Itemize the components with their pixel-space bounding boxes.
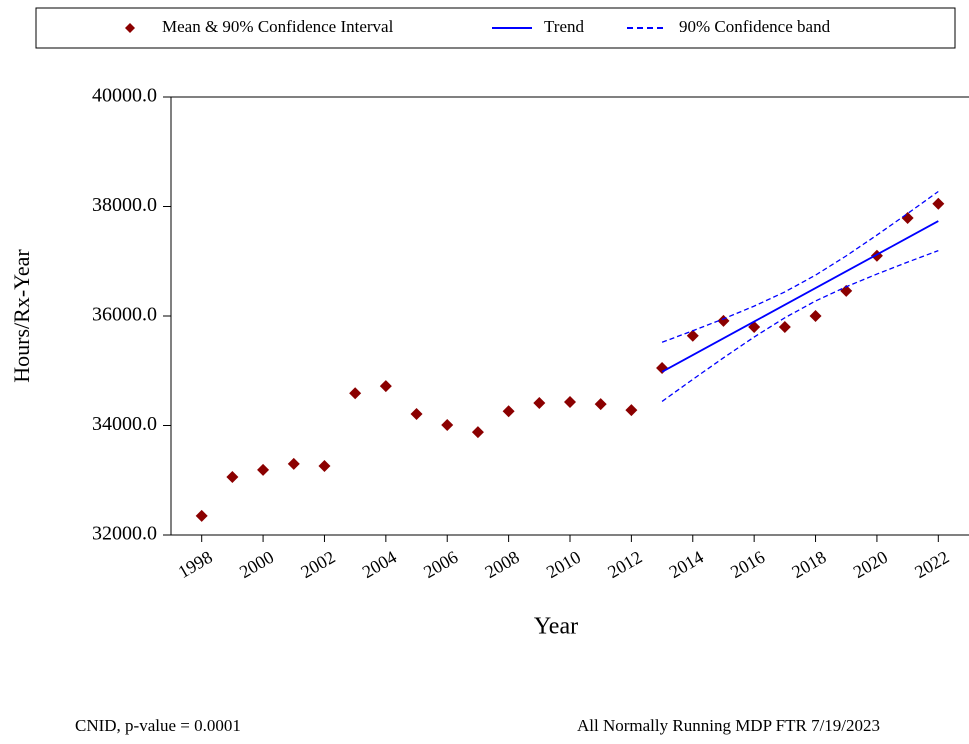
legend-marker <box>125 23 135 33</box>
data-point <box>748 320 761 333</box>
x-tick-label: 2002 <box>297 547 338 582</box>
legend-label: 90% Confidence band <box>679 17 831 36</box>
x-tick-label: 2016 <box>727 547 768 582</box>
data-point <box>441 418 454 431</box>
x-tick-label: 2006 <box>420 547 461 582</box>
data-point <box>287 457 300 470</box>
y-tick-label: 38000.0 <box>92 194 157 216</box>
data-point <box>809 310 822 322</box>
x-tick-label: 2014 <box>666 547 707 582</box>
data-point <box>932 197 945 210</box>
data-point <box>594 398 607 411</box>
x-tick-label: 2008 <box>482 547 523 582</box>
y-tick-label: 34000.0 <box>92 413 157 435</box>
data-point <box>257 463 270 476</box>
data-point <box>410 408 423 421</box>
series-line <box>661 190 939 343</box>
data-point <box>686 329 699 342</box>
data-point <box>318 460 331 473</box>
data-point <box>778 320 791 333</box>
data-point <box>625 404 638 417</box>
data-point <box>195 509 208 522</box>
footnote-right: All Normally Running MDP FTR 7/19/2023 <box>577 716 880 735</box>
data-point <box>379 380 392 393</box>
series-line <box>661 220 939 373</box>
x-tick-label: 2018 <box>788 547 829 582</box>
x-tick-label: 2010 <box>543 547 584 582</box>
data-point <box>533 397 546 410</box>
series-line <box>661 250 939 402</box>
x-tick-label: 2004 <box>359 547 400 582</box>
y-tick-label: 32000.0 <box>92 523 157 545</box>
x-tick-label: 2020 <box>850 547 891 582</box>
x-axis-label: Year <box>534 614 578 640</box>
data-point <box>717 314 730 327</box>
legend-label: Mean & 90% Confidence Interval <box>162 17 394 36</box>
y-tick-label: 36000.0 <box>92 304 157 326</box>
x-tick-label: 2000 <box>236 547 277 582</box>
legend-label: Trend <box>544 17 584 36</box>
data-point <box>656 362 669 375</box>
data-point <box>564 395 576 408</box>
data-point <box>226 470 239 483</box>
footnote-left: CNID, p-value = 0.0001 <box>75 716 241 735</box>
x-tick-label: 1998 <box>175 547 216 582</box>
x-tick-label: 2012 <box>604 547 645 582</box>
data-point <box>840 284 853 297</box>
data-point <box>901 211 914 224</box>
data-point <box>502 405 515 418</box>
data-point <box>471 426 484 439</box>
data-point <box>349 387 362 400</box>
y-axis-label: Hours/Rx-Year <box>9 249 34 383</box>
x-tick-label: 2022 <box>911 547 952 582</box>
legend-box <box>35 7 956 49</box>
y-tick-label: 40000.0 <box>92 85 157 107</box>
